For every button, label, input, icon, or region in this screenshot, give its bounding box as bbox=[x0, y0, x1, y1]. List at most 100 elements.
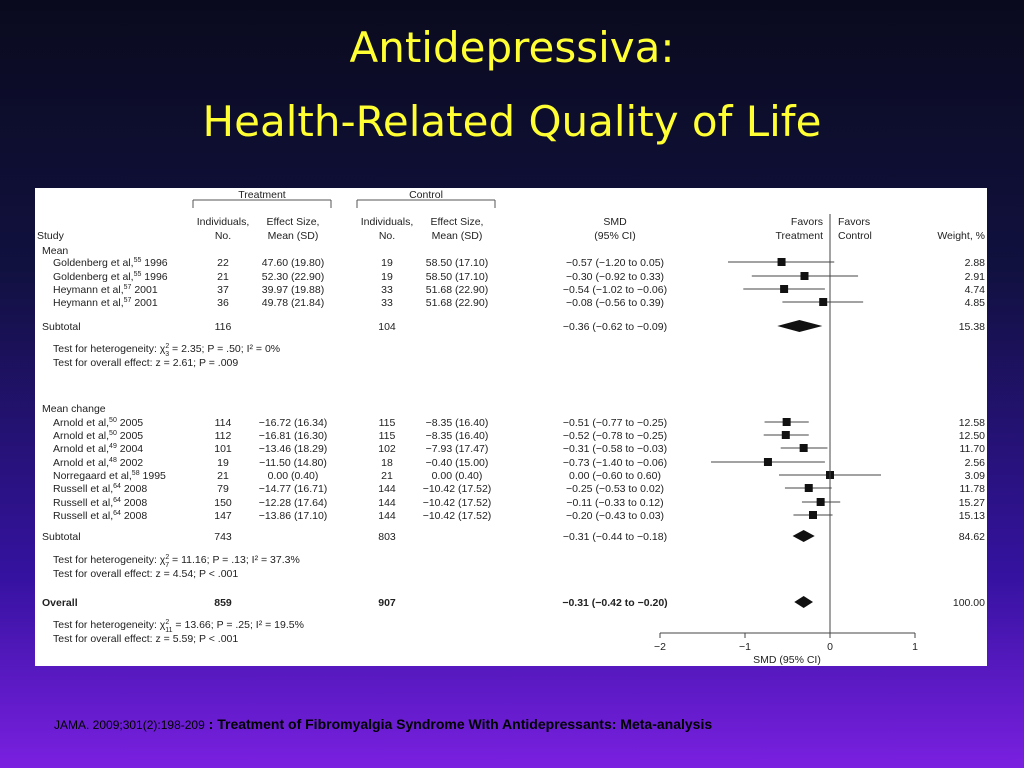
reference-title: Treatment of Fibromyalgia Syndrome With … bbox=[217, 716, 713, 732]
treatment-effect: −12.28 (17.64) bbox=[259, 497, 328, 509]
smd-ci-text: −0.31 (−0.58 to −0.03) bbox=[563, 443, 667, 455]
overall-effect-test: Test for overall effect: z = 2.61; P = .… bbox=[53, 357, 238, 369]
col-individuals-label: No. bbox=[215, 230, 231, 242]
treatment-n: 112 bbox=[215, 430, 232, 442]
smd-ci-text: −0.25 (−0.53 to 0.02) bbox=[566, 483, 664, 495]
weight-value: 15.38 bbox=[959, 321, 985, 333]
point-estimate bbox=[816, 498, 825, 506]
treatment-n: 150 bbox=[214, 497, 232, 509]
slide-title-line-2: Health-Related Quality of Life bbox=[202, 97, 822, 146]
study-name: Russell et al,64 2008 bbox=[53, 497, 147, 509]
treatment-n: 101 bbox=[214, 443, 232, 455]
control-effect: 58.50 (17.10) bbox=[426, 271, 488, 283]
point-estimate bbox=[804, 484, 813, 492]
control-effect: 51.68 (22.90) bbox=[426, 297, 488, 309]
treatment-n: 36 bbox=[217, 297, 229, 309]
treatment-n: 21 bbox=[217, 271, 229, 283]
control-n: 18 bbox=[381, 457, 393, 469]
smd-ci-text: 0.00 (−0.60 to 0.60) bbox=[569, 470, 661, 482]
study-name: Arnold et al,50 2005 bbox=[53, 430, 143, 442]
control-effect: 51.68 (22.90) bbox=[426, 284, 488, 296]
forest-plot-panel: Treatment Control Individuals, No. Effect Si… bbox=[35, 188, 987, 666]
control-n: 19 bbox=[381, 257, 393, 269]
col-individuals-label: Individuals, bbox=[361, 216, 414, 228]
weight-value: 11.78 bbox=[960, 483, 986, 495]
favors-treatment-label: Favors bbox=[791, 216, 823, 228]
study-name: Russell et al,64 2008 bbox=[53, 510, 147, 522]
point-estimate bbox=[780, 285, 789, 293]
summary-label: Subtotal bbox=[42, 321, 81, 333]
weight-value: 4.74 bbox=[965, 284, 986, 296]
smd-ci-text: −0.52 (−0.78 to −0.25) bbox=[563, 430, 667, 442]
x-axis-label: SMD (95% CI) bbox=[753, 654, 821, 666]
control-effect: −8.35 (16.40) bbox=[426, 430, 489, 442]
weight-value: 84.62 bbox=[959, 531, 985, 543]
control-n: 144 bbox=[378, 510, 396, 522]
favors-control-label: Control bbox=[838, 230, 872, 242]
point-estimate bbox=[800, 272, 809, 280]
x-tick-label: −1 bbox=[739, 641, 751, 653]
treatment-effect: −16.72 (16.34) bbox=[259, 417, 328, 429]
point-estimate bbox=[763, 458, 772, 466]
smd-ci-text: −0.36 (−0.62 to −0.09) bbox=[563, 321, 667, 333]
treatment-n: 79 bbox=[217, 483, 229, 495]
weight-value: 2.88 bbox=[965, 257, 986, 269]
study-name: Goldenberg et al,55 1996 bbox=[53, 257, 168, 269]
control-effect: −8.35 (16.40) bbox=[426, 417, 489, 429]
overall-effect-test: Test for overall effect: z = 4.54; P < .… bbox=[53, 568, 238, 580]
favors-treatment-label: Treatment bbox=[776, 230, 824, 242]
weight-value: 12.50 bbox=[959, 430, 985, 442]
weight-value: 3.09 bbox=[965, 470, 986, 482]
slide-title-line-1: Antidepressiva: bbox=[349, 23, 675, 72]
group-label: Mean bbox=[42, 245, 68, 257]
x-tick-label: 0 bbox=[827, 641, 833, 653]
col-smd-label: SMD bbox=[603, 216, 627, 228]
summary-diamond bbox=[777, 320, 823, 332]
treatment-n: 859 bbox=[214, 597, 232, 609]
treatment-effect: −11.50 (14.80) bbox=[259, 457, 327, 469]
point-estimate bbox=[781, 431, 790, 439]
control-effect: 0.00 (0.40) bbox=[432, 470, 483, 482]
control-n: 21 bbox=[381, 470, 393, 482]
control-n: 102 bbox=[378, 443, 396, 455]
col-effect-label: Mean (SD) bbox=[268, 230, 319, 242]
treatment-effect: −16.81 (16.30) bbox=[259, 430, 328, 442]
treatment-n: 114 bbox=[215, 417, 232, 429]
point-estimate bbox=[819, 298, 828, 306]
treatment-n: 116 bbox=[215, 321, 232, 333]
reference-separator: : bbox=[204, 716, 218, 732]
treatment-n: 21 bbox=[217, 470, 229, 482]
treatment-effect: 47.60 (19.80) bbox=[262, 257, 324, 269]
control-n: 144 bbox=[378, 497, 396, 509]
control-effect: −0.40 (15.00) bbox=[426, 457, 489, 469]
control-n: 803 bbox=[378, 531, 396, 543]
smd-ci-text: −0.31 (−0.44 to −0.18) bbox=[563, 531, 667, 543]
treatment-n: 743 bbox=[214, 531, 232, 543]
weight-value: 15.13 bbox=[959, 510, 985, 522]
summary-label: Overall bbox=[42, 597, 78, 609]
weight-value: 11.70 bbox=[960, 443, 986, 455]
heterogeneity-test: Test for heterogeneity: χ2 11 = 13.66; P … bbox=[53, 619, 304, 634]
point-estimate bbox=[799, 444, 808, 452]
col-weight-label: Weight, % bbox=[937, 230, 985, 242]
point-estimate bbox=[777, 258, 786, 266]
study-name: Goldenberg et al,55 1996 bbox=[53, 271, 168, 283]
weight-value: 15.27 bbox=[959, 497, 985, 509]
control-n: 33 bbox=[381, 297, 393, 309]
weight-value: 12.58 bbox=[959, 417, 985, 429]
treatment-n: 19 bbox=[217, 457, 229, 469]
study-name: Norregaard et al,58 1995 bbox=[53, 470, 166, 482]
study-name: Heymann et al,57 2001 bbox=[53, 297, 158, 309]
col-individuals-label: No. bbox=[379, 230, 395, 242]
control-n: 19 bbox=[381, 271, 393, 283]
heterogeneity-test: Test for heterogeneity: χ2 7 = 11.16; P =… bbox=[53, 554, 300, 569]
smd-ci-text: −0.20 (−0.43 to 0.03) bbox=[566, 510, 664, 522]
smd-ci-text: −0.57 (−1.20 to 0.05) bbox=[566, 257, 664, 269]
control-effect: 58.50 (17.10) bbox=[426, 257, 488, 269]
weight-value: 2.91 bbox=[965, 271, 986, 283]
summary-label: Subtotal bbox=[42, 531, 81, 543]
overall-effect-test: Test for overall effect: z = 5.59; P < .… bbox=[53, 633, 238, 645]
col-smd-label: (95% CI) bbox=[594, 230, 635, 242]
control-n: 144 bbox=[378, 483, 396, 495]
col-effect-label: Effect Size, bbox=[431, 216, 484, 228]
